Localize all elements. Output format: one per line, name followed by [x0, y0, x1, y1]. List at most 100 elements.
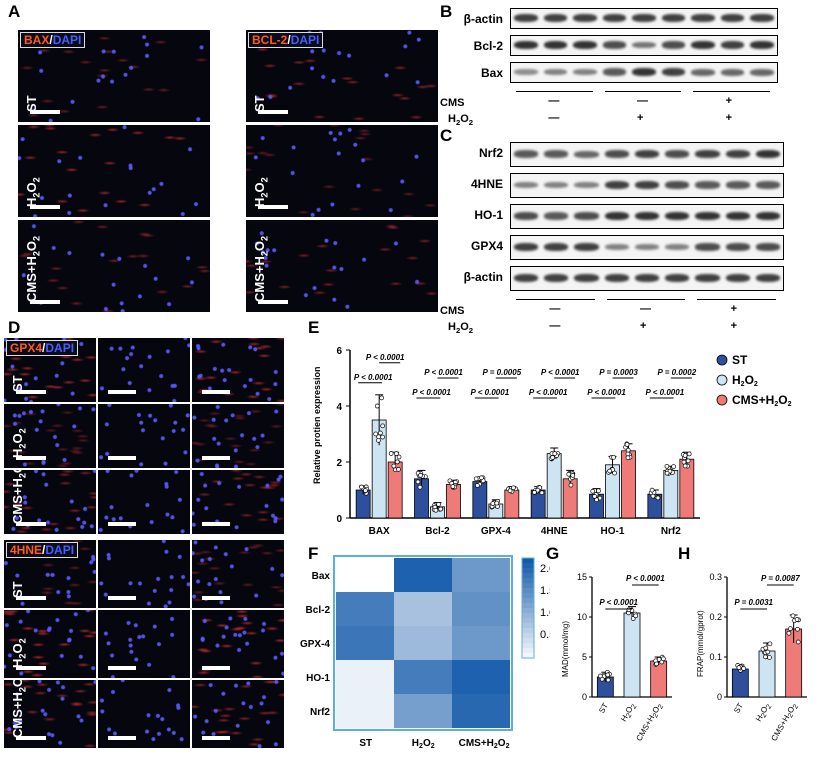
h-pvalue: P = 0.0087	[761, 574, 800, 583]
4hne-dapi-image-r1-c2	[192, 610, 284, 678]
blot-c-cms-sign: —	[549, 303, 561, 315]
bcl2-dapi-row-label: H2O2	[252, 177, 270, 207]
scale-bar	[30, 205, 60, 209]
e-pvalue: P = 0.0005	[483, 368, 522, 377]
panel-label-g: G	[546, 544, 560, 563]
panel-label-d: D	[8, 318, 21, 337]
e-bar	[663, 469, 679, 519]
f-colorbar-seg	[522, 563, 534, 569]
g-pvalue: P < 0.0001	[599, 598, 638, 607]
e-data-point	[359, 484, 364, 490]
g-data-point	[597, 673, 603, 679]
f-colorbar-seg	[522, 568, 534, 574]
e-legend-marker	[716, 374, 728, 386]
g-y-label: MAD(mmol/mg)	[561, 621, 570, 677]
4hne-dapi-image-r0-c0: ST 4HNE/DAPI	[4, 540, 96, 608]
e-data-point	[511, 485, 516, 491]
protein-band	[574, 273, 599, 283]
protein-band	[514, 212, 539, 220]
e-data-point	[388, 451, 394, 456]
e-pvalue: P = 0.0002	[658, 368, 697, 377]
protein-band	[602, 41, 627, 49]
gpx4-dapi-image-r2-c1	[98, 470, 190, 534]
h-data-point	[790, 613, 796, 619]
protein-band	[602, 13, 627, 23]
protein-band	[725, 211, 750, 221]
blot-b-cms-sign: —	[637, 95, 648, 107]
blot-c-band-label: HO-1	[474, 208, 503, 222]
g-x-tick-label: H2O2	[619, 701, 638, 724]
protein-band	[725, 149, 750, 159]
f-cell	[394, 694, 452, 728]
g-x-tick-label: ST	[597, 701, 610, 714]
e-data-point	[436, 501, 441, 507]
protein-band	[543, 13, 568, 23]
h-x-tick-label: H2O2	[754, 701, 773, 724]
blot-c-band-label: 4HNE	[470, 177, 503, 191]
panel-label-c: C	[440, 126, 453, 145]
h-data-point	[788, 626, 793, 631]
protein-band	[604, 180, 629, 190]
panel-f-heatmap: Bax Bcl-2 GPX-4 HO-1 Nrf2 ST H2O2 CMS+H2O2 2.0 1.…	[300, 555, 550, 750]
h-data-point	[767, 655, 772, 660]
scale-bar	[202, 522, 230, 526]
group-underline	[604, 91, 682, 92]
f-row-label: HO-1	[306, 673, 330, 684]
protein-band	[725, 181, 750, 189]
bcl2-dapi-image-r1-c0: H2O2	[246, 125, 438, 217]
blot-c-band-label: β-actin	[463, 270, 503, 284]
4hne-dapi-image-r2-c1	[98, 680, 190, 748]
protein-band	[573, 40, 597, 50]
blot-c-cms-sign: +	[730, 303, 738, 315]
protein-band	[604, 243, 629, 251]
gpx4-dapi-image-r2-c0: CMS+H2O2	[4, 470, 96, 534]
protein-band	[514, 150, 539, 158]
g-data-point	[605, 677, 611, 683]
scale-bar	[16, 456, 46, 460]
protein-band	[574, 242, 599, 252]
f-cell	[394, 558, 452, 592]
e-data-point	[590, 488, 596, 494]
e-data-point	[650, 493, 656, 499]
protein-band	[514, 69, 538, 75]
e-data-point	[394, 451, 399, 457]
gpx4-dapi-image-r1-c0: H2O2	[4, 404, 96, 468]
e-data-point	[475, 483, 480, 488]
protein-band	[695, 243, 720, 251]
e-data-point	[625, 451, 631, 457]
protein-band	[661, 41, 686, 49]
f-col-label: ST	[359, 738, 372, 749]
panel-label-h: H	[678, 544, 691, 563]
blot-c-blot-strip	[510, 266, 784, 291]
f-colorbar-seg	[522, 578, 534, 584]
e-data-point	[433, 507, 439, 513]
g-data-point	[654, 661, 659, 667]
f-cell	[452, 660, 510, 694]
scale-bar	[16, 522, 46, 526]
g-ytick-label: 0	[582, 692, 587, 702]
e-data-point	[625, 455, 631, 461]
e-data-point	[552, 451, 558, 456]
e-data-point	[686, 451, 692, 457]
f-row-label: Bcl-2	[306, 605, 331, 616]
e-y-label: Relative protien expression	[312, 366, 322, 484]
bax-dapi-image-r1-c0: H2O2	[18, 125, 210, 217]
blot-c-blot-strip	[510, 204, 784, 229]
blot-b-h2o2-sign: +	[637, 112, 644, 124]
protein-band	[514, 181, 539, 189]
e-data-point	[380, 434, 385, 440]
group-underline	[516, 299, 595, 300]
scale-bar	[202, 736, 230, 740]
e-ytick-label: 4	[336, 402, 342, 413]
h-x-tick-label: ST	[732, 701, 745, 714]
protein-band	[602, 68, 627, 76]
e-pvalue: P < 0.0001	[471, 388, 510, 397]
protein-band	[514, 242, 539, 252]
e-data-point	[473, 476, 479, 482]
e-data-point	[568, 482, 574, 488]
f-colorbar-tick: 2.0	[540, 563, 550, 575]
protein-band	[573, 13, 597, 23]
bax-dapi-row-label: CMS+H2O2	[24, 235, 42, 302]
f-colorbar-seg	[522, 653, 534, 659]
group-underline	[697, 299, 776, 300]
